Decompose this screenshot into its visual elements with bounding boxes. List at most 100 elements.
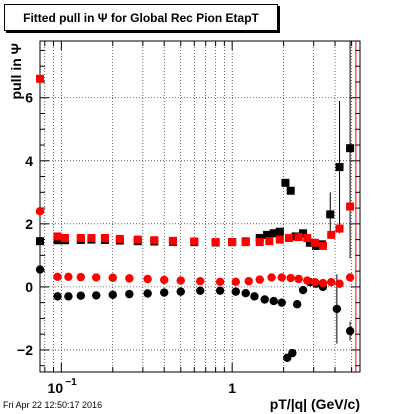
data-point-square: [327, 230, 336, 239]
red-square-series: [36, 74, 355, 250]
data-point-circle: [231, 277, 241, 287]
data-point-circle: [215, 286, 225, 295]
y-tick-label: 0: [25, 279, 33, 295]
data-point-circle: [176, 287, 185, 296]
data-point-circle: [143, 289, 152, 298]
data-point-circle: [292, 300, 302, 309]
data-point-square: [310, 238, 319, 247]
data-point-circle: [76, 291, 86, 300]
data-point-square: [318, 241, 327, 250]
data-point-circle: [286, 273, 295, 283]
data-point-square: [241, 238, 250, 247]
chart-title: Fitted pull in Ψ for Global Rec Pion Eta…: [23, 10, 259, 25]
data-point-circle: [241, 288, 250, 298]
y-tick-label: 2: [25, 216, 33, 232]
data-point-square: [303, 234, 312, 243]
data-point-square: [269, 229, 278, 238]
data-point-circle: [345, 273, 355, 282]
data-point-square: [53, 232, 62, 241]
data-point-circle: [215, 277, 225, 287]
data-point-circle: [269, 296, 278, 306]
data-point-circle: [260, 295, 269, 304]
data-point-circle: [318, 278, 328, 288]
data-point-circle: [288, 348, 297, 358]
data-point-circle: [108, 273, 117, 282]
y-tick-label: −2: [17, 342, 33, 358]
data-point-square: [168, 236, 177, 245]
data-point-square: [60, 234, 69, 243]
data-point-circle: [332, 304, 342, 314]
data-point-circle: [76, 272, 86, 282]
x-tick-label: 10: [48, 380, 64, 396]
data-point-circle: [176, 276, 185, 285]
data-point-circle: [298, 285, 308, 295]
data-point-square: [255, 238, 264, 247]
data-point-circle: [345, 326, 355, 336]
timestamp-label: Fri Apr 22 12:50:17 2016: [3, 400, 103, 410]
data-point-circle: [92, 291, 101, 300]
data-point-square: [284, 234, 293, 243]
data-point-circle: [53, 292, 62, 301]
data-point-circle: [310, 277, 320, 287]
data-point-square: [100, 234, 109, 243]
data-point-square: [346, 202, 355, 211]
data-point-circle: [196, 286, 205, 295]
x-tick-label-exponent: −1: [65, 377, 77, 388]
data-point-circle: [64, 272, 73, 281]
data-point-circle: [335, 279, 344, 288]
grid-lines: [40, 41, 360, 372]
data-point-circle: [231, 287, 241, 296]
data-point-square: [265, 237, 274, 246]
x-tick-label: 1: [228, 380, 236, 396]
black-circle-series: [35, 265, 355, 363]
data-point-circle: [159, 288, 169, 297]
data-point-square: [133, 235, 142, 244]
data-point-circle: [196, 277, 205, 286]
data-point-square: [299, 229, 308, 238]
data-point-circle: [35, 207, 45, 216]
data-point-square: [305, 238, 314, 247]
x-axis-label: pT/|q| (GeV/c): [270, 396, 360, 412]
y-tick-label: 6: [25, 90, 33, 106]
y-tick-label: 4: [25, 153, 33, 169]
y-axis-label: pull in Ψ: [8, 43, 24, 99]
data-point-circle: [108, 290, 117, 299]
data-point-circle: [92, 273, 101, 282]
data-point-square: [190, 237, 199, 246]
data-point-circle: [303, 276, 312, 285]
data-point-square: [150, 236, 159, 245]
data-point-circle: [250, 292, 259, 301]
data-point-circle: [244, 277, 253, 286]
data-point-square: [255, 234, 264, 243]
data-point-square: [326, 210, 335, 219]
data-point-square: [87, 234, 96, 243]
data-point-circle: [255, 275, 264, 284]
data-point-square: [211, 238, 220, 247]
data-point-circle: [53, 272, 62, 281]
data-point-circle: [267, 273, 276, 282]
data-point-square: [346, 144, 355, 153]
data-point-circle: [35, 265, 45, 274]
data-point-square: [275, 235, 284, 244]
data-point-square: [228, 238, 237, 247]
data-point-circle: [294, 274, 303, 284]
data-point-square: [275, 227, 284, 236]
data-point-square: [115, 234, 124, 243]
data-point-circle: [64, 292, 73, 301]
chart-title-box: Fitted pull in Ψ for Global Rec Pion Eta…: [4, 4, 278, 31]
black-square-series: [36, 41, 355, 259]
data-point-circle: [327, 277, 336, 287]
data-point-circle: [143, 274, 152, 284]
data-point-circle: [277, 273, 286, 282]
axes: −2 0 2 4 6 10 −1 1 pT/|q| (GeV/c) pull in Ψ: [8, 40, 361, 412]
data-point-circle: [277, 298, 286, 307]
data-point-square: [335, 224, 344, 233]
data-point-square: [281, 178, 290, 187]
data-point-square: [263, 230, 272, 239]
data-point-square: [286, 186, 295, 195]
data-point-square: [36, 237, 44, 246]
data-point-square: [36, 74, 44, 83]
data-point-square: [76, 234, 85, 243]
